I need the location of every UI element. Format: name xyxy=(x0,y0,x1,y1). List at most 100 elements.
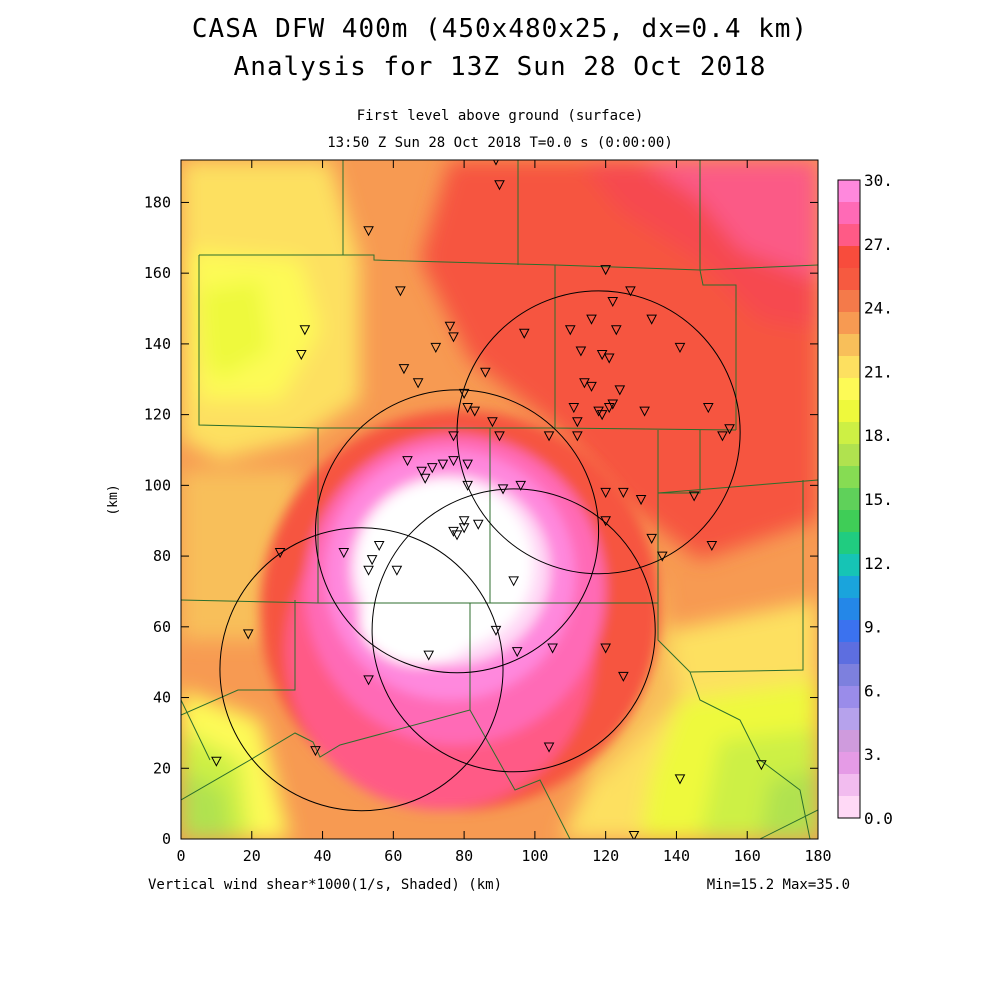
colorbar-swatch xyxy=(838,312,860,335)
station-triangle-icon xyxy=(295,350,307,361)
station-triangle-icon xyxy=(674,774,686,785)
x-tick-label: 140 xyxy=(663,847,690,865)
station-triangle-icon xyxy=(717,431,728,442)
station-triangle-icon xyxy=(242,629,254,640)
y-tick-label: 40 xyxy=(153,689,171,707)
colorbar-swatch xyxy=(838,488,860,511)
station-triangle-icon xyxy=(448,431,459,442)
axis-tick-labels: 0 20 40 60 80 100 120 140 160 180 0 20 40 60 80 100 120 1… xyxy=(144,193,832,865)
station-triangle-icon xyxy=(586,381,597,392)
shear-field xyxy=(181,160,818,839)
station-triangle-icon xyxy=(494,431,505,442)
x-tick-label: 40 xyxy=(314,847,332,865)
colorbar-label: 24. xyxy=(864,299,893,318)
radar-range-circle xyxy=(371,488,656,773)
colorbar-swatch xyxy=(838,752,860,775)
station-triangle-icon xyxy=(603,403,615,414)
station-triangle-icon xyxy=(458,388,470,399)
station-triangle-icon xyxy=(310,746,321,757)
station-triangle-icon xyxy=(628,830,640,839)
station-triangle-icon xyxy=(511,647,523,658)
station-triangle-icon xyxy=(674,342,686,354)
x-tick-label: 60 xyxy=(384,847,402,865)
radar-range-circle xyxy=(314,389,600,674)
colorbar-frame xyxy=(837,179,861,819)
colorbar-labels: 30. 27. 24. 21. 18. 15. 12. 9. 6. 3. 0.0 xyxy=(864,171,893,828)
colorbar-label: 9. xyxy=(864,618,883,637)
station-triangle-icon xyxy=(600,516,611,527)
station-triangle-icon xyxy=(363,226,374,237)
station-triangle-icon xyxy=(618,671,629,682)
station-triangle-icon xyxy=(600,265,611,276)
station-triangle-icon xyxy=(688,491,700,502)
station-triangle-icon xyxy=(572,417,583,428)
station-triangle-icon xyxy=(426,463,438,474)
station-triangle-icon xyxy=(211,756,222,767)
station-triangle-icon xyxy=(646,533,658,544)
station-triangle-icon xyxy=(614,385,626,396)
station-triangle-icon xyxy=(448,456,459,467)
station-triangle-icon xyxy=(458,516,470,527)
colorbar-swatch xyxy=(838,774,860,797)
colorbar-label: 27. xyxy=(864,235,893,254)
x-tick-label: 80 xyxy=(455,847,473,865)
x-tick-label: 100 xyxy=(521,847,548,865)
station-triangle-icon xyxy=(430,342,442,354)
chart-title-line2: Analysis for 13Z Sun 28 Oct 2018 xyxy=(233,52,767,82)
station-triangle-icon xyxy=(596,350,608,361)
station-triangle-icon xyxy=(639,406,650,417)
station-triangle-icon xyxy=(497,484,509,495)
x-tick-label: 20 xyxy=(243,847,261,865)
colorbar-label: 18. xyxy=(864,426,893,445)
colorbar-swatch xyxy=(838,466,860,489)
station-triangle-icon xyxy=(366,555,378,566)
y-tick-label: 140 xyxy=(144,335,171,353)
station-triangle-icon xyxy=(547,643,558,654)
colorbar-swatch xyxy=(838,510,860,533)
x-tick-label: 0 xyxy=(176,847,185,865)
station-triangle-icon xyxy=(437,459,449,470)
footer-field-label: Vertical wind shear*1000(1/s, Shaded) (k… xyxy=(148,877,503,893)
station-triangle-icon xyxy=(480,367,491,378)
colorbar-label: 12. xyxy=(864,554,893,573)
y-axis-label: (km) xyxy=(106,484,121,515)
colorbar-swatch xyxy=(838,290,860,313)
station-triangle-icon xyxy=(610,325,622,336)
colorbar xyxy=(837,179,861,819)
station-triangle-icon xyxy=(462,459,473,470)
x-tick-label: 120 xyxy=(592,847,619,865)
y-tick-label: 80 xyxy=(153,547,171,565)
station-triangle-icon xyxy=(458,523,470,534)
colorbar-swatch xyxy=(838,356,860,379)
station-triangle-icon xyxy=(419,473,431,484)
station-triangle-icon xyxy=(756,760,767,771)
station-triangle-icon xyxy=(646,314,658,325)
station-triangle-icon xyxy=(702,403,714,414)
station-triangle-icon xyxy=(391,565,403,576)
station-triangle-icon xyxy=(395,286,406,297)
colorbar-swatch xyxy=(838,180,860,203)
station-triangle-icon xyxy=(448,526,459,537)
y-tick-label: 120 xyxy=(144,406,171,424)
chart-subtitle: First level above ground (surface) xyxy=(356,108,644,124)
colorbar-label: 0.0 xyxy=(864,809,893,828)
colorbar-swatch xyxy=(838,686,860,709)
station-triangle-icon xyxy=(564,325,576,336)
station-triangle-icon xyxy=(518,328,530,339)
station-triangle-icon xyxy=(515,480,527,491)
station-triangle-icon xyxy=(575,346,587,357)
station-triangle-icon xyxy=(412,378,424,389)
station-triangle-icon xyxy=(490,625,502,636)
station-triangle-icon xyxy=(423,650,435,661)
station-triangle-icon xyxy=(462,480,473,491)
axis-ticks xyxy=(180,160,819,840)
colorbar-label: 3. xyxy=(864,745,883,764)
chart-title: CASA DFW 400m (450x480x25, dx=0.4 km) xyxy=(191,14,809,44)
station-triangle-icon xyxy=(338,548,350,559)
colorbar-swatch xyxy=(838,334,860,357)
colorbar-swatch xyxy=(838,796,860,819)
station-triangle-icon xyxy=(462,403,473,414)
colorbar-swatch xyxy=(838,730,860,753)
station-triangle-icon xyxy=(363,565,374,576)
